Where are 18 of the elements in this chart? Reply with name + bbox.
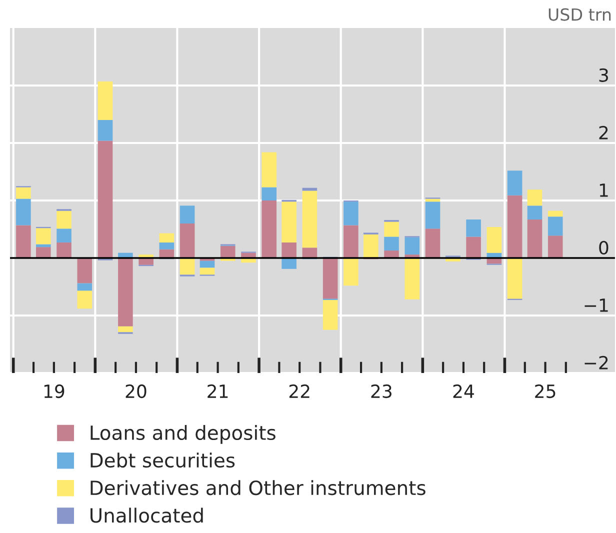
- x-tick-label: 25: [535, 384, 556, 398]
- x-tick-label: 21: [208, 384, 228, 398]
- y-tick-label: 0: [599, 240, 608, 254]
- x-tick-label: 23: [371, 384, 392, 398]
- y-tick-label: 1: [600, 184, 608, 197]
- x-tick-label: 20: [126, 384, 146, 398]
- legend-label: Unallocated: [90, 508, 203, 523]
- y-tick-label: 2: [599, 126, 608, 140]
- x-tick-label: 22: [289, 384, 310, 398]
- y-tick-label: −1: [584, 298, 608, 312]
- legend-label: Loans and deposits: [90, 425, 276, 444]
- legend-label: Debt securities: [90, 452, 235, 468]
- legend-label: Derivatives and Other instruments: [90, 480, 426, 496]
- y-tick-label: 3: [599, 68, 608, 82]
- y-tick-label: −2: [584, 356, 608, 370]
- y-axis-title: USD trn: [548, 8, 611, 21]
- x-tick-label: 24: [453, 384, 474, 398]
- x-tick-label: 19: [44, 384, 64, 398]
